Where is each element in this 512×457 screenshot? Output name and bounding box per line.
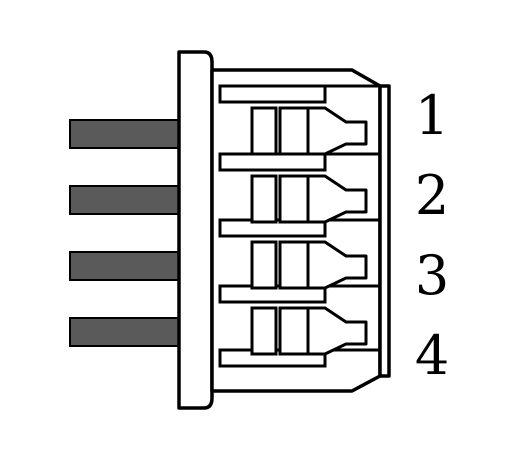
- separator-rail: [218, 152, 327, 172]
- housing-front-plate: [378, 84, 391, 378]
- contact-post: [278, 240, 310, 290]
- pin-contacts: [218, 84, 380, 368]
- contact-post: [250, 306, 278, 356]
- contact-spring: [306, 306, 368, 356]
- contact-post: [250, 240, 278, 290]
- pin-lead: [69, 185, 181, 215]
- contact-post: [250, 174, 278, 224]
- contact-post: [250, 106, 278, 156]
- contact-spring: [306, 106, 368, 156]
- contact-spring: [306, 174, 368, 224]
- pin-number-label: 4: [415, 324, 449, 387]
- pin-number-labels: 1 2 3 4: [415, 84, 449, 387]
- contact-post: [278, 106, 310, 156]
- pin-leads: [69, 119, 181, 347]
- contact-post: [278, 174, 310, 224]
- contact-post: [278, 306, 310, 356]
- separator-rail: [218, 84, 327, 104]
- pin-lead: [69, 119, 181, 149]
- pin-lead: [69, 317, 181, 347]
- contact-spring: [306, 240, 368, 290]
- pin-number-label: 2: [415, 164, 449, 227]
- housing-flange: [177, 50, 214, 410]
- pin-number-label: 3: [415, 244, 449, 307]
- pin-lead: [69, 251, 181, 281]
- pin-number-label: 1: [415, 84, 449, 147]
